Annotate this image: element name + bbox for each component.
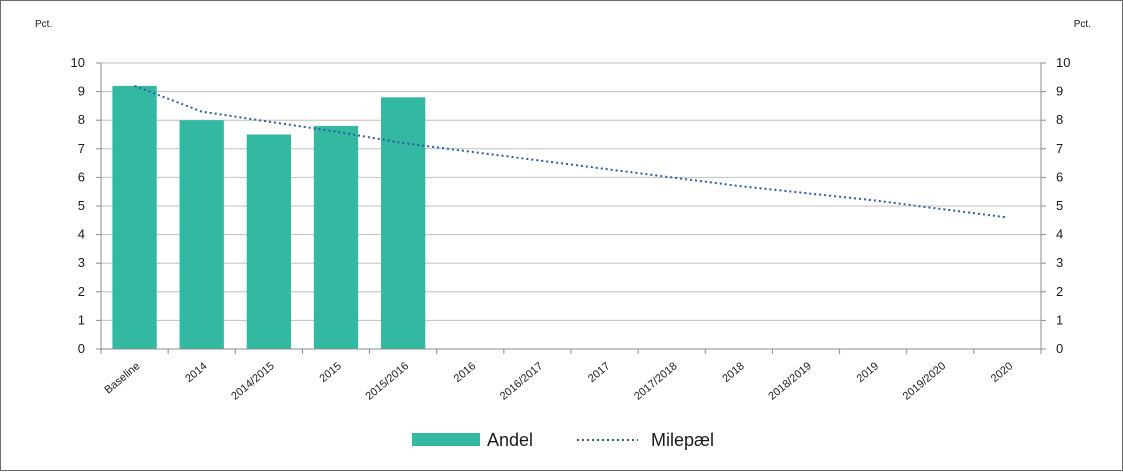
- y-axis-left-unit: Pct.: [35, 19, 52, 30]
- y-tick-label-left: 3: [78, 255, 85, 270]
- bar-series-andel: [112, 86, 425, 349]
- y-tick-label-left: 10: [71, 55, 85, 70]
- y-tick-label-left: 1: [78, 312, 85, 327]
- x-tick-label: 2016: [452, 360, 478, 385]
- legend-label-andel: Andel: [487, 430, 533, 450]
- x-tick-label: 2014/2015: [229, 360, 277, 403]
- y-tick-label-left: 0: [78, 341, 85, 356]
- y-tick-label-right: 8: [1056, 112, 1063, 127]
- y-tick-label-right: 7: [1056, 141, 1063, 156]
- bar-andel-2014: [180, 120, 224, 349]
- x-tick-label: 2017: [586, 360, 612, 385]
- x-tick-label: 2014: [183, 360, 209, 385]
- x-tick-label: 2018/2019: [766, 360, 814, 403]
- bar-andel-2015: [314, 126, 358, 349]
- x-tick-label: 2018: [720, 360, 746, 385]
- bar-andel-2015-2016: [381, 97, 425, 349]
- y-tick-label-right: 6: [1056, 169, 1063, 184]
- x-tick-label: 2015/2016: [364, 360, 412, 403]
- x-tick-label: 2019: [855, 360, 881, 385]
- y-tick-label-right: 10: [1056, 55, 1070, 70]
- y-tick-label-right: 9: [1056, 84, 1063, 99]
- legend-label-milepael: Milepæl: [651, 430, 714, 450]
- x-tick-label: 2015: [317, 360, 343, 385]
- x-tick-labels: Baseline 2014 2014/2015 2015 2015/2016 2016 20…: [102, 360, 1015, 403]
- y-tick-label-left: 8: [78, 112, 85, 127]
- axes: [96, 63, 1046, 354]
- legend: Andel Milepæl: [412, 430, 714, 450]
- x-tick-label: 2020: [989, 360, 1015, 385]
- y-tick-label-left: 5: [78, 198, 85, 213]
- y-tick-label-right: 4: [1056, 227, 1063, 242]
- y-tick-label-left: 6: [78, 169, 85, 184]
- grid-lines: [101, 63, 1041, 320]
- y-tick-label-left: 4: [78, 227, 85, 242]
- bar-andel-2014-2015: [247, 135, 291, 350]
- y-axis-right-unit: Pct.: [1074, 19, 1091, 30]
- x-tick-label: Baseline: [102, 360, 142, 396]
- bar-andel-baseline: [112, 86, 156, 349]
- y-tick-label-right: 1: [1056, 312, 1063, 327]
- y-tick-label-right: 2: [1056, 284, 1063, 299]
- y-tick-label-right: 5: [1056, 198, 1063, 213]
- y-tick-label-left: 9: [78, 84, 85, 99]
- y-tick-label-left: 7: [78, 141, 85, 156]
- y-tick-label-right: 0: [1056, 341, 1063, 356]
- x-tick-label: 2019/2020: [901, 360, 949, 403]
- y-tick-label-left: 2: [78, 284, 85, 299]
- legend-swatch-andel: [412, 433, 480, 446]
- y-tick-label-right: 3: [1056, 255, 1063, 270]
- x-tick-label: 2016/2017: [498, 360, 546, 403]
- x-tick-label: 2017/2018: [632, 360, 680, 403]
